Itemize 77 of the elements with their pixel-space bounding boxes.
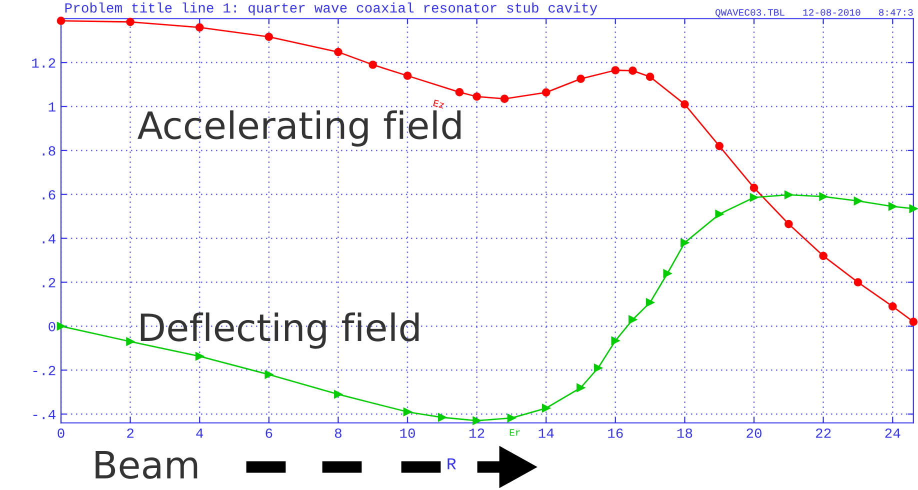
point: [334, 390, 342, 398]
x-tick-label: 4: [196, 428, 204, 438]
point: [56, 322, 66, 330]
point: [888, 302, 897, 311]
x-tick-label: 12: [469, 428, 484, 438]
point: [784, 220, 793, 228]
point: [438, 413, 446, 422]
point: [195, 23, 204, 32]
y-tick-label: 0: [48, 322, 56, 332]
x-tick-label: 6: [266, 428, 272, 438]
point: [576, 384, 585, 392]
chart-title: Problem title line 1: quarter wave coaxial resonator stub cavity: [65, 2, 598, 16]
text: QWAVEC03.TBL 12-08-2010 8:47:3: [716, 9, 913, 18]
point: [680, 100, 689, 108]
x-tick-label: 22: [816, 428, 831, 438]
point: [368, 60, 378, 69]
annotation: Deflecting field: [140, 312, 419, 349]
point: [576, 74, 585, 83]
x-tick-label: 24: [885, 428, 900, 438]
series-label: Er: [510, 429, 520, 436]
point: [542, 88, 550, 97]
x-tick-label: 18: [677, 428, 692, 438]
x-tick-label: 16: [608, 428, 623, 438]
point: [854, 278, 862, 286]
x-tick-label: 20: [746, 428, 762, 438]
point: [663, 269, 672, 278]
annotation: Accelerating field: [138, 110, 461, 147]
point: [403, 72, 412, 80]
point: [909, 204, 918, 213]
point: [334, 48, 342, 56]
point: [56, 16, 66, 25]
point: [472, 416, 481, 425]
y-tick-label: .6: [42, 190, 56, 200]
point: [264, 32, 274, 42]
point: [542, 404, 550, 412]
point: [715, 142, 724, 150]
point: [628, 315, 637, 324]
point: [126, 18, 134, 26]
point: [264, 370, 274, 379]
x-tick-label: 2: [127, 428, 134, 438]
point: [611, 336, 620, 345]
point: [784, 190, 793, 199]
point: [646, 298, 654, 307]
point: [455, 88, 464, 96]
y-tick-label: .2: [42, 278, 56, 288]
y-tick-label: 1.2: [32, 58, 56, 68]
point: [750, 193, 758, 202]
point: [126, 337, 134, 346]
text: Ez: [433, 100, 445, 108]
y-tick-label: -.4: [33, 410, 56, 420]
x-tick-label: 10: [400, 428, 415, 438]
text: Beam: [96, 451, 198, 479]
y-tick-label: 1: [48, 102, 56, 112]
x-tick-label: 8: [334, 428, 342, 438]
point: [500, 94, 509, 103]
point: [819, 192, 828, 201]
y-tick-label: -.2: [33, 366, 56, 376]
point: [715, 210, 724, 218]
y-tick-label: .4: [42, 234, 56, 244]
point: [888, 202, 897, 211]
point: [195, 352, 204, 360]
point: [646, 72, 654, 82]
x-axis-title: R: [448, 458, 456, 470]
x-tick-label: 14: [538, 428, 554, 438]
y-tick-label: .8: [42, 146, 56, 156]
point: [628, 66, 637, 75]
point: [611, 66, 620, 74]
point: [594, 364, 602, 372]
point: [680, 238, 689, 247]
point: [507, 414, 516, 422]
point: [854, 196, 862, 206]
point: [819, 252, 828, 260]
point: [909, 318, 918, 326]
point: [472, 92, 481, 101]
point: [750, 184, 758, 192]
point: [403, 408, 412, 416]
x-tick-label: 0: [58, 428, 64, 438]
